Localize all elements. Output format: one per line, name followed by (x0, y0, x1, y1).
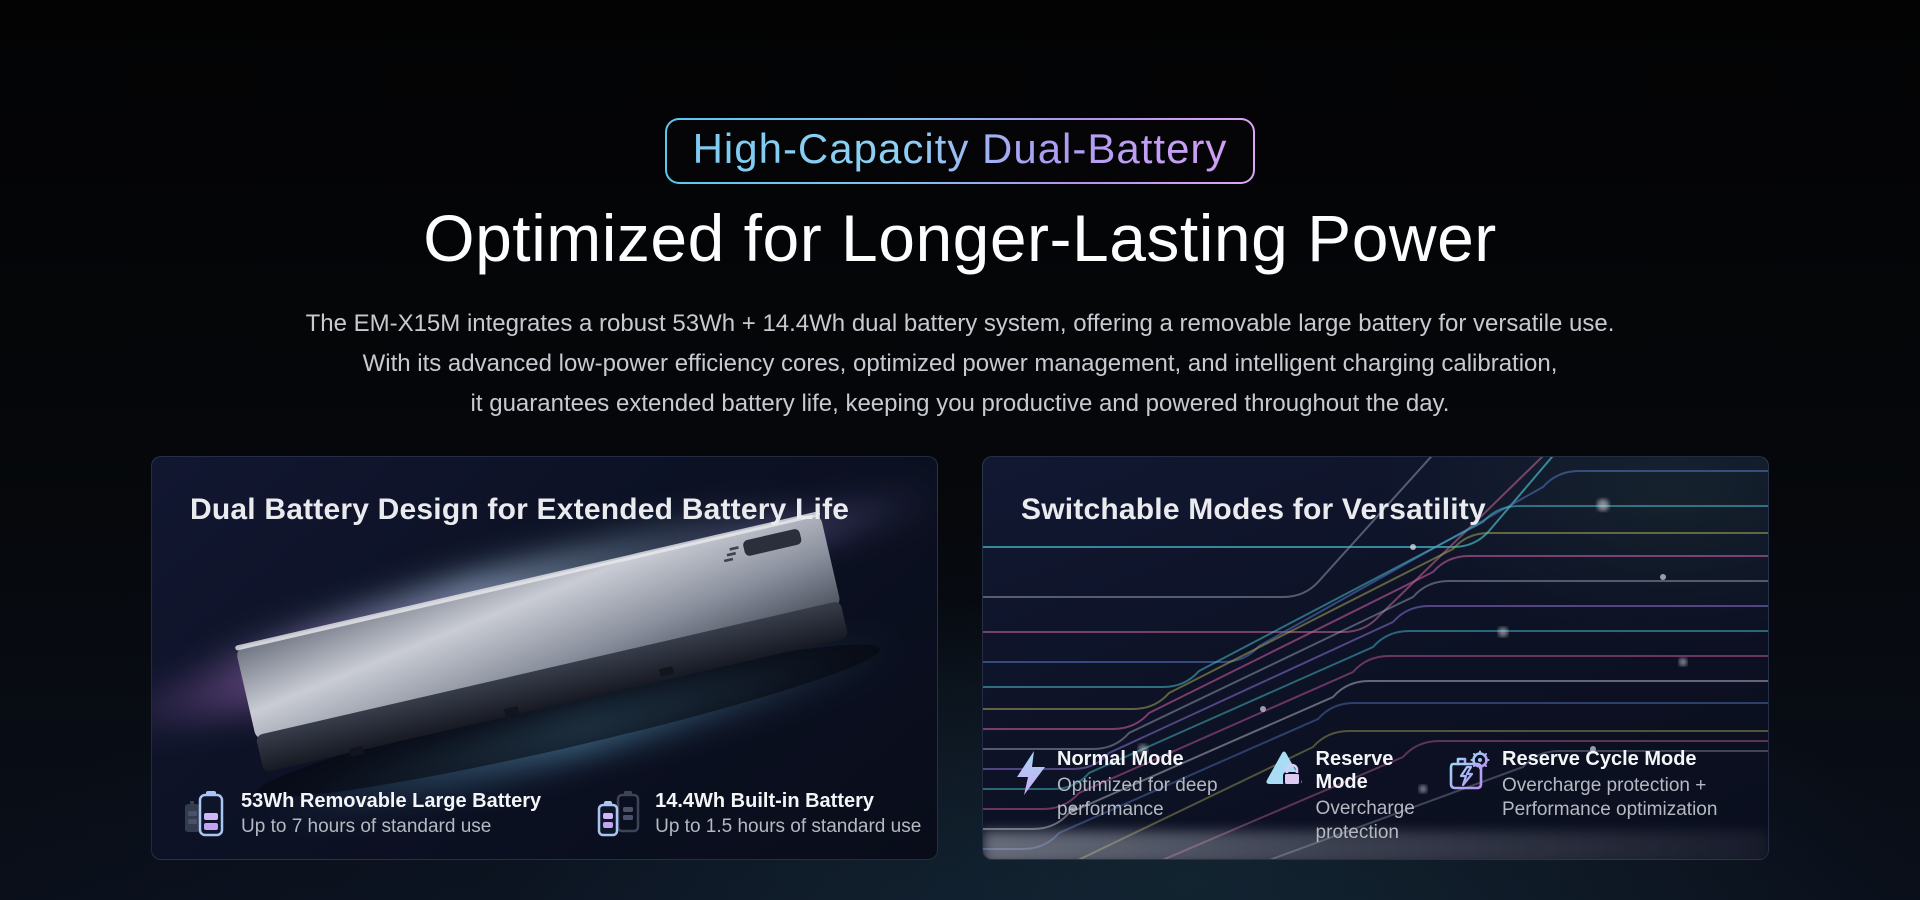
shield-lock-icon (1265, 751, 1302, 786)
description-line: it guarantees extended battery life, kee… (470, 390, 1450, 417)
mode-title: Reserve Cycle Mode (1502, 748, 1697, 770)
spec-subtitle: Up to 1.5 hours of standard use (655, 816, 922, 837)
hero-badge: High-Capacity Dual-Battery (664, 118, 1256, 184)
floor-glow (983, 831, 1768, 859)
mode-subtitle: Optimized for deep performance (1057, 775, 1218, 820)
dual-battery-large-icon (185, 791, 224, 837)
dual-battery-card: Dual Battery Design for Extended Battery… (151, 456, 938, 860)
mode-subtitle: Overcharge protection (1315, 798, 1415, 843)
mode-title: Reserve Mode (1315, 748, 1394, 793)
battery-gear-icon (1449, 750, 1490, 790)
circuit-traces-background (983, 457, 1768, 859)
mode-item-reserve: Reserve Mode Overcharge protection (1263, 748, 1447, 845)
hero-badge-row: High-Capacity Dual-Battery (0, 0, 1920, 184)
mode-subtitle: Overcharge protection + Performance opti… (1502, 775, 1718, 820)
battery-specs: 53Wh Removable Large Battery Up to 7 hou… (183, 789, 921, 839)
switchable-modes-card-title: Switchable Modes for Versatility (1021, 493, 1486, 526)
feature-cards: Dual Battery Design for Extended Battery… (0, 456, 1920, 860)
spec-item-14wh: 14.4Wh Built-in Battery Up to 1.5 hours … (597, 789, 921, 839)
mode-title: Normal Mode (1057, 748, 1184, 770)
spec-title: 14.4Wh Built-in Battery (655, 790, 875, 812)
spec-item-53wh: 53Wh Removable Large Battery Up to 7 hou… (183, 789, 541, 839)
dual-battery-card-title: Dual Battery Design for Extended Battery… (190, 493, 850, 526)
mode-item-reserve-cycle: Reserve Cycle Mode Overcharge protection… (1447, 748, 1752, 845)
mode-item-normal: Normal Mode Optimized for deep performan… (1016, 748, 1263, 845)
spec-title: 53Wh Removable Large Battery (241, 790, 542, 812)
hero-description: The EM-X15M integrates a robust 53Wh + 1… (0, 304, 1920, 424)
switchable-modes-card: Switchable Modes for Versatility Normal … (982, 456, 1769, 860)
removable-battery-image (235, 511, 881, 798)
lightning-icon (1017, 751, 1045, 795)
hero-badge-label: High-Capacity Dual-Battery (692, 125, 1228, 172)
dual-battery-small-icon (597, 791, 640, 837)
spec-subtitle: Up to 7 hours of standard use (241, 816, 492, 837)
description-line: The EM-X15M integrates a robust 53Wh + 1… (305, 310, 1615, 337)
page-title: Optimized for Longer-Lasting Power (423, 201, 1497, 275)
mode-list: Normal Mode Optimized for deep performan… (1016, 748, 1752, 845)
description-line: With its advanced low-power efficiency c… (362, 350, 1558, 377)
